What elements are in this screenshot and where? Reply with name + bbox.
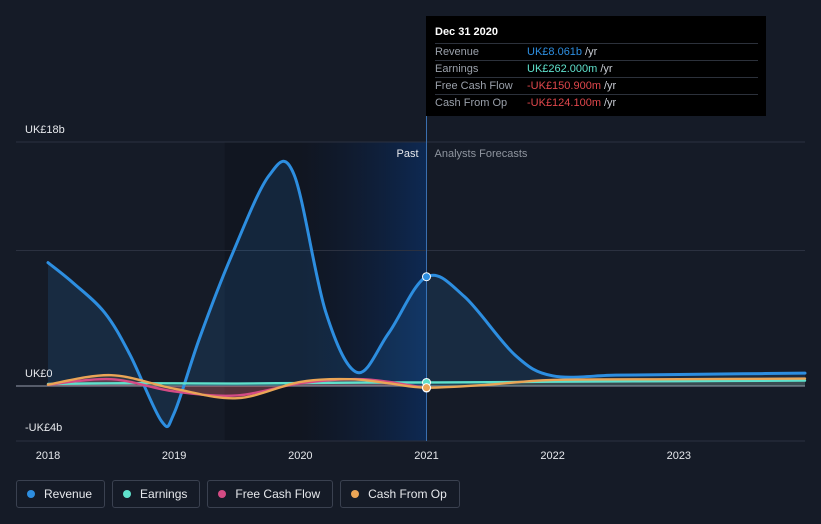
legend: Revenue Earnings Free Cash Flow Cash Fro… (16, 480, 460, 508)
legend-item-free-cash-flow[interactable]: Free Cash Flow (207, 480, 334, 508)
tooltip: Dec 31 2020 Revenue UK£8.061b /yr Earnin… (426, 16, 766, 116)
x-tick-label: 2021 (414, 450, 438, 462)
legend-dot-icon (27, 490, 35, 498)
legend-dot-icon (218, 490, 227, 498)
x-tick-label: 2018 (36, 450, 60, 462)
cash-from-op-marker[interactable] (422, 383, 431, 393)
legend-label: Free Cash Flow (235, 487, 321, 501)
x-tick-label: 2019 (162, 450, 186, 462)
legend-label: Revenue (44, 487, 93, 501)
tooltip-value: -UK£150.900m (527, 80, 601, 92)
cash-from-op-line (46, 373, 807, 400)
legend-label: Cash From Op (368, 487, 447, 501)
revenue-line (46, 159, 807, 429)
tooltip-value: UK£8.061b (527, 46, 583, 58)
forecast-label: Analysts Forecasts (435, 148, 528, 160)
tooltip-unit: /yr (600, 63, 613, 75)
y-axis-label: -UK£4b (25, 422, 62, 434)
x-tick-label: 2020 (288, 450, 312, 462)
revenue-marker[interactable] (422, 272, 431, 282)
tooltip-label: Earnings (435, 63, 479, 75)
tooltip-label: Cash From Op (435, 97, 508, 109)
legend-item-revenue[interactable]: Revenue (16, 480, 106, 508)
legend-dot-icon (351, 490, 360, 498)
past-label: Past (396, 148, 418, 160)
legend-item-cash-from-op[interactable]: Cash From Op (340, 480, 460, 508)
x-tick-label: 2022 (540, 450, 564, 462)
tooltip-label: Revenue (435, 46, 480, 58)
y-axis-label: UK£18b (25, 124, 65, 136)
tooltip-value: -UK£124.100m (527, 97, 601, 109)
tooltip-date: Dec 31 2020 (435, 26, 498, 38)
tooltip-row-cash-from-op: Cash From Op -UK£124.100m /yr (435, 94, 758, 111)
x-tick-label: 2023 (667, 450, 691, 462)
tooltip-unit: /yr (604, 97, 617, 109)
tooltip-row-earnings: Earnings UK£262.000m /yr (435, 60, 758, 77)
tooltip-label: Free Cash Flow (435, 80, 513, 92)
tooltip-row-revenue: Revenue UK£8.061b /yr (435, 43, 758, 60)
legend-dot-icon (123, 490, 132, 498)
legend-label: Earnings (140, 487, 188, 501)
revenue-area (48, 161, 805, 427)
tooltip-row-free-cash-flow: Free Cash Flow -UK£150.900m /yr (435, 77, 758, 94)
tooltip-value: UK£262.000m (527, 63, 598, 75)
legend-item-earnings[interactable]: Earnings (112, 480, 201, 508)
y-axis-label: UK£0 (25, 368, 53, 380)
tooltip-unit: /yr (604, 80, 617, 92)
tooltip-unit: /yr (585, 46, 598, 58)
